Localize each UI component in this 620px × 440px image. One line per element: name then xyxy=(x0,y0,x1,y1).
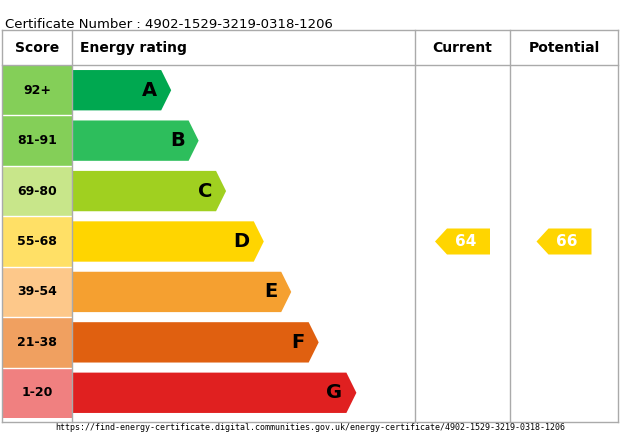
Text: Potential: Potential xyxy=(528,40,600,55)
Bar xyxy=(2,65,72,115)
Text: 81-91: 81-91 xyxy=(17,134,57,147)
Polygon shape xyxy=(72,221,264,262)
Polygon shape xyxy=(536,228,591,254)
Text: 92+: 92+ xyxy=(23,84,51,97)
Text: 64: 64 xyxy=(455,234,476,249)
Text: Score: Score xyxy=(15,40,59,55)
Polygon shape xyxy=(72,373,356,413)
Polygon shape xyxy=(72,171,226,211)
Text: 1-20: 1-20 xyxy=(21,386,53,399)
Bar xyxy=(2,216,72,267)
Text: B: B xyxy=(170,131,185,150)
Polygon shape xyxy=(72,121,198,161)
Bar xyxy=(2,267,72,317)
Text: E: E xyxy=(264,282,277,301)
Polygon shape xyxy=(72,272,291,312)
Text: 39-54: 39-54 xyxy=(17,286,57,298)
Text: Certificate Number : 4902-1529-3219-0318-1206: Certificate Number : 4902-1529-3219-0318… xyxy=(5,18,333,31)
Bar xyxy=(2,317,72,367)
Text: A: A xyxy=(142,81,157,100)
Text: https://find-energy-certificate.digital.communities.gov.uk/energy-certificate/49: https://find-energy-certificate.digital.… xyxy=(55,423,565,432)
Text: 21-38: 21-38 xyxy=(17,336,57,349)
Polygon shape xyxy=(72,70,171,110)
Text: Energy rating: Energy rating xyxy=(80,40,187,55)
Bar xyxy=(2,367,72,418)
Text: 69-80: 69-80 xyxy=(17,184,57,198)
Bar xyxy=(2,115,72,166)
Text: 55-68: 55-68 xyxy=(17,235,57,248)
Text: G: G xyxy=(326,383,342,402)
Text: F: F xyxy=(291,333,304,352)
Text: Current: Current xyxy=(433,40,492,55)
Polygon shape xyxy=(435,228,490,254)
Bar xyxy=(2,166,72,216)
Text: C: C xyxy=(198,182,212,201)
Polygon shape xyxy=(72,322,319,363)
Text: 66: 66 xyxy=(556,234,578,249)
Text: D: D xyxy=(234,232,250,251)
